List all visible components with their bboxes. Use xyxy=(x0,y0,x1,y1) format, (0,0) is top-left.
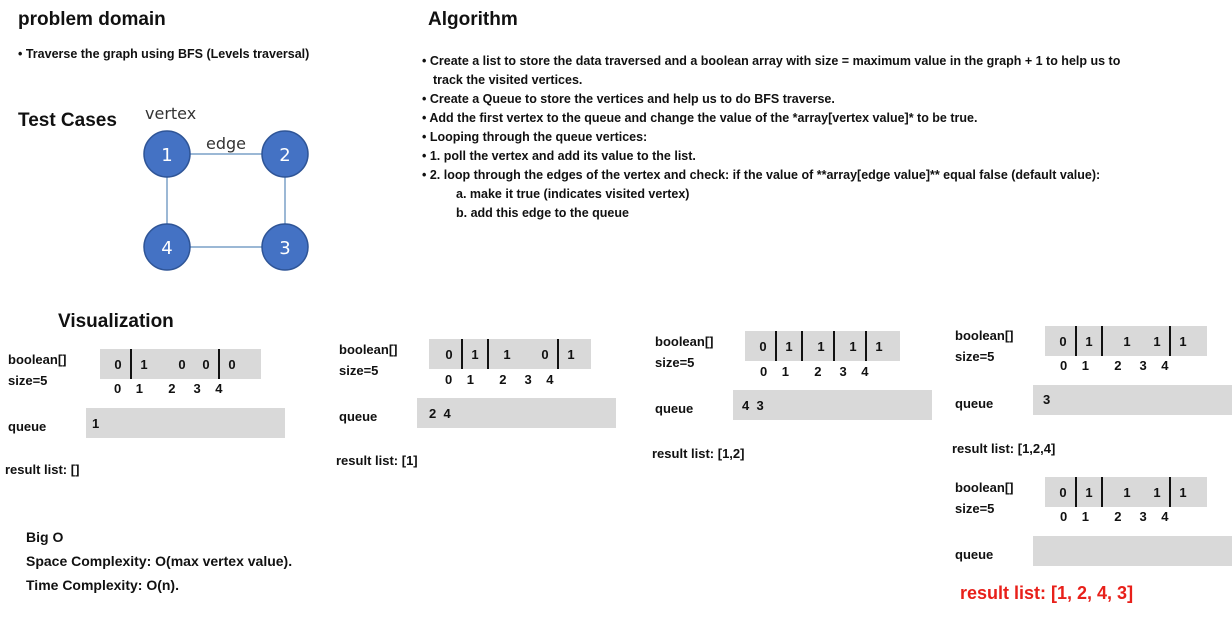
svg-text:3: 3 xyxy=(279,238,290,259)
array-indices: 0 1 2 3 4 xyxy=(1060,358,1169,373)
queue-label: queue xyxy=(955,547,994,562)
svg-text:4: 4 xyxy=(161,238,172,259)
queue-label: queue xyxy=(8,419,47,434)
queue-label: queue xyxy=(339,409,378,424)
algorithm-steps: Create a list to store the data traverse… xyxy=(422,52,1120,223)
boolean-array: 0 1 1 0 1 xyxy=(429,339,591,369)
node-4: 4 xyxy=(143,223,191,271)
algorithm-substep: a. make it true (indicates visited verte… xyxy=(456,187,690,201)
algorithm-title: Algorithm xyxy=(428,9,518,30)
test-cases-title: Test Cases xyxy=(18,110,117,131)
algorithm-substep: b. add this edge to the queue xyxy=(456,206,629,220)
result-list: result list: [1,2,4] xyxy=(952,441,1056,456)
boolean-label: boolean[] xyxy=(8,352,67,367)
svg-text:2: 2 xyxy=(279,145,290,166)
boolean-array: 0 1 1 1 1 xyxy=(1045,326,1207,356)
node-1: 1 xyxy=(143,130,191,178)
array-indices: 0 1 2 3 4 xyxy=(760,364,869,379)
problem-domain-title: problem domain xyxy=(18,9,166,30)
node-2: 2 xyxy=(261,130,309,178)
graph-diagram: 1 2 3 4 vertex edge xyxy=(143,104,309,271)
problem-bullet: Traverse the graph using BFS (Levels tra… xyxy=(18,45,309,64)
visualization-title: Visualization xyxy=(58,311,174,332)
array-indices: 0 1 2 3 4 xyxy=(114,381,223,396)
size-label: size=5 xyxy=(655,355,695,370)
size-label: size=5 xyxy=(339,363,379,378)
queue-label: queue xyxy=(955,396,994,411)
edge-label: edge xyxy=(206,134,246,153)
algorithm-step: Create a list to store the data traverse… xyxy=(422,52,1120,71)
boolean-label: boolean[] xyxy=(955,328,1014,343)
algorithm-step: Looping through the queue vertices: xyxy=(422,128,1120,147)
boolean-label: boolean[] xyxy=(339,342,398,357)
queue-box: 3 xyxy=(1033,385,1232,415)
queue-box: 2 4 xyxy=(417,398,616,428)
boolean-label: boolean[] xyxy=(955,480,1014,495)
size-label: size=5 xyxy=(8,373,48,388)
array-indices: 0 1 2 3 4 xyxy=(1060,509,1169,524)
algorithm-step: 2. loop through the edges of the vertex … xyxy=(422,166,1120,185)
algorithm-step-continued: track the visited vertices. xyxy=(433,73,583,87)
space-complexity: Space Complexity: O(max vertex value). xyxy=(26,553,293,569)
big-o-title: Big O xyxy=(26,529,64,545)
algorithm-step: Create a Queue to store the vertices and… xyxy=(422,90,1120,109)
time-complexity: Time Complexity: O(n). xyxy=(26,577,179,593)
size-label: size=5 xyxy=(955,501,995,516)
node-3: 3 xyxy=(261,223,309,271)
algorithm-step: Add the first vertex to the queue and ch… xyxy=(422,109,1120,128)
size-label: size=5 xyxy=(955,349,995,364)
result-list: result list: [1,2] xyxy=(652,446,745,461)
boolean-array: 0 1 0 0 0 xyxy=(100,349,261,379)
boolean-array: 0 1 1 1 1 xyxy=(745,331,900,361)
boolean-label: boolean[] xyxy=(655,334,714,349)
result-list: result list: [] xyxy=(5,462,80,477)
queue-box xyxy=(1033,536,1232,566)
queue-label: queue xyxy=(655,401,694,416)
array-indices: 0 1 2 3 4 xyxy=(445,372,554,387)
final-result-list: result list: [1, 2, 4, 3] xyxy=(960,583,1134,603)
svg-text:1: 1 xyxy=(161,145,172,166)
boolean-array: 0 1 1 1 1 xyxy=(1045,477,1207,507)
queue-box: 1 xyxy=(86,408,285,438)
algorithm-step: 1. poll the vertex and add its value to … xyxy=(422,147,1120,166)
vertex-label: vertex xyxy=(145,104,196,123)
queue-box: 4 3 xyxy=(733,390,932,420)
result-list: result list: [1] xyxy=(336,453,418,468)
